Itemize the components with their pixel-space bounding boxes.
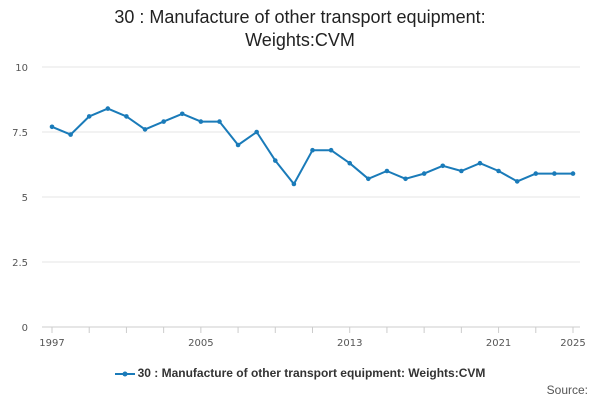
y-tick-label: 5: [22, 193, 28, 204]
data-point[interactable]: [477, 160, 483, 166]
data-point[interactable]: [235, 142, 241, 148]
data-point[interactable]: [384, 168, 390, 174]
data-point[interactable]: [328, 147, 334, 153]
x-tick-label: 2013: [337, 338, 362, 349]
data-point[interactable]: [347, 160, 353, 166]
y-tick-label: 0: [22, 323, 28, 334]
data-point[interactable]: [310, 147, 315, 153]
x-tick-label: 2021: [486, 338, 511, 349]
data-point[interactable]: [179, 111, 185, 117]
data-point[interactable]: [496, 168, 501, 174]
y-axis: 0 2.5 5 7.5 10: [12, 63, 28, 334]
y-tick-label: 2.5: [12, 258, 28, 269]
data-point[interactable]: [86, 114, 92, 119]
data-point[interactable]: [403, 176, 408, 182]
data-point[interactable]: [124, 114, 129, 119]
gridlines: [42, 66, 580, 263]
data-point[interactable]: [552, 171, 557, 176]
series-line[interactable]: [51, 107, 573, 185]
data-point[interactable]: [272, 158, 278, 163]
x-axis: 1997 2005 2013 2021 2025: [39, 326, 586, 349]
source-label: Source:: [546, 383, 588, 397]
chart-title: 30 : Manufacture of other transport equi…: [114, 7, 486, 50]
data-point[interactable]: [514, 179, 520, 184]
series-group: [49, 106, 576, 187]
y-tick-label: 7.5: [12, 128, 28, 139]
legend[interactable]: 30 : Manufacture of other transport equi…: [0, 366, 600, 380]
data-point[interactable]: [68, 132, 73, 137]
data-point[interactable]: [142, 127, 148, 132]
data-point[interactable]: [440, 163, 446, 169]
y-tick-label: 10: [15, 63, 28, 74]
data-point[interactable]: [198, 119, 204, 124]
data-point[interactable]: [217, 119, 222, 124]
data-point[interactable]: [291, 181, 297, 187]
data-point[interactable]: [459, 168, 464, 174]
data-point[interactable]: [366, 176, 371, 182]
x-tick-label: 1997: [39, 338, 64, 349]
x-tick-label: 2005: [188, 338, 213, 349]
data-point[interactable]: [533, 171, 539, 176]
data-point[interactable]: [49, 124, 55, 130]
data-point[interactable]: [570, 171, 576, 176]
x-tick-label: 2025: [560, 338, 585, 349]
data-point[interactable]: [254, 129, 259, 135]
legend-swatch: [114, 371, 135, 377]
legend-label: 30 : Manufacture of other transport equi…: [137, 366, 486, 380]
data-point[interactable]: [421, 171, 427, 176]
data-point[interactable]: [161, 119, 166, 124]
data-point[interactable]: [105, 106, 111, 111]
